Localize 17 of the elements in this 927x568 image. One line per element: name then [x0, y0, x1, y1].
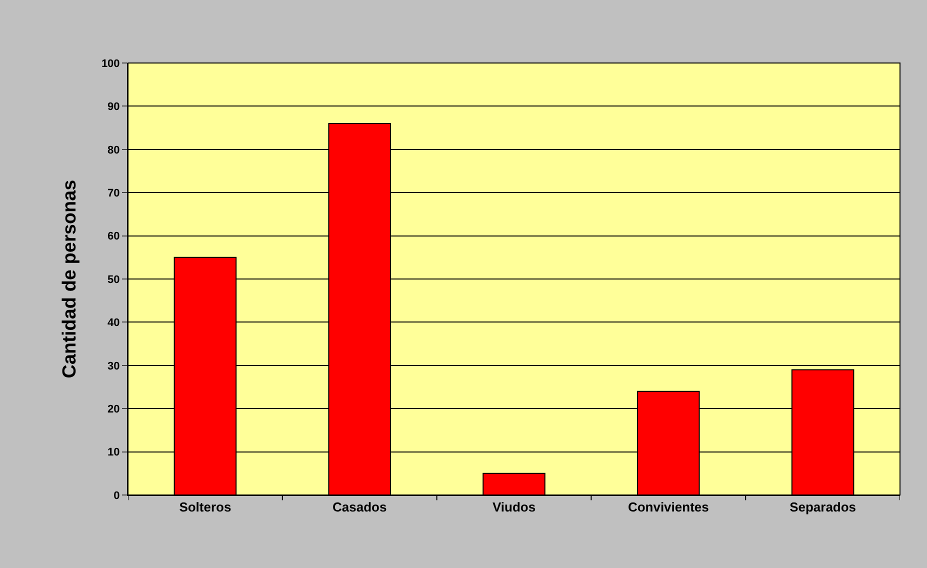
x-tick-label: Casados: [332, 500, 387, 515]
y-tick-label: 40: [108, 317, 120, 330]
y-tick-label: 30: [108, 360, 120, 372]
y-tick-label: 50: [108, 274, 120, 286]
y-tick-label: 60: [108, 230, 120, 243]
y-axis-title: Cantidad de personas: [59, 180, 80, 378]
x-tick-label: Convivientes: [628, 500, 709, 515]
y-tick-label: 70: [108, 187, 120, 200]
x-tick-label: Viudos: [492, 500, 536, 515]
x-tick-label: Separados: [790, 500, 856, 515]
y-tick-label: 20: [108, 403, 120, 416]
y-tick-label: 100: [101, 58, 120, 70]
x-tick-label: Solteros: [179, 500, 232, 515]
y-tick-label: 90: [108, 101, 120, 114]
y-tick-label: 0: [114, 490, 120, 502]
y-tick-label: 80: [108, 144, 120, 156]
y-tick-label: 10: [108, 446, 120, 459]
